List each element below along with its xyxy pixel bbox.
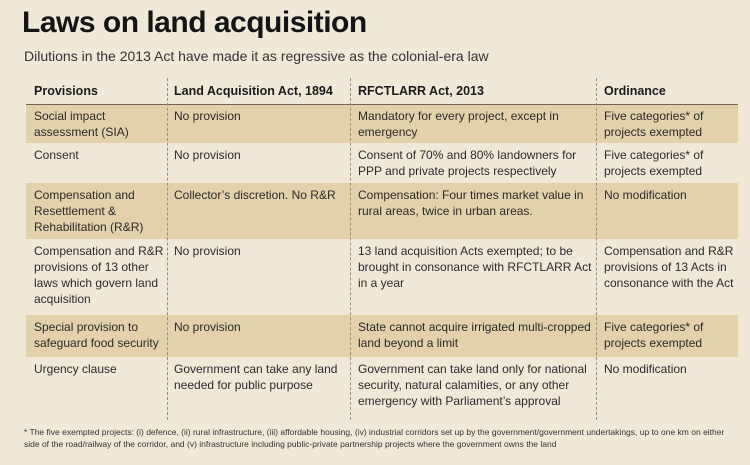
row-act-1894: Government can take any land needed for … (174, 362, 338, 392)
row-provision: Compensation and Resettlement & Rehabili… (34, 188, 144, 234)
column-divider (596, 78, 597, 420)
row-act-1894: No provision (174, 320, 241, 334)
row-ordinance: Five categories* of projects exempted (604, 320, 704, 350)
header-divider (26, 104, 738, 105)
page-subtitle: Dilutions in the 2013 Act have made it a… (24, 48, 489, 64)
row-act-2013: Mandatory for every project, except in e… (358, 109, 559, 139)
header-ordinance: Ordinance (604, 84, 666, 98)
row-provision: Special provision to safeguard food secu… (34, 320, 159, 350)
table-header-row: Provisions Land Acquisition Act, 1894 RF… (26, 78, 738, 104)
page-title: Laws on land acquisition (22, 6, 367, 39)
table-row: Social impact assessment (SIA) No provis… (26, 104, 738, 143)
row-ordinance: Five categories* of projects exempted (604, 148, 704, 178)
row-provision: Consent (34, 148, 79, 162)
row-ordinance: No modification (604, 188, 687, 202)
table-row: Urgency clause Government can take any l… (26, 357, 738, 419)
row-act-2013: Government can take land only for nation… (358, 362, 587, 408)
header-act-1894: Land Acquisition Act, 1894 (174, 84, 333, 98)
column-divider (350, 78, 351, 420)
row-provision: Urgency clause (34, 362, 117, 376)
row-act-1894: Collector’s discretion. No R&R (174, 188, 336, 202)
row-act-1894: No provision (174, 244, 241, 258)
row-ordinance: Five categories* of projects exempted (604, 109, 704, 139)
header-provisions: Provisions (34, 84, 98, 98)
row-provision: Compensation and R&R provisions of 13 ot… (34, 244, 164, 306)
row-provision: Social impact assessment (SIA) (34, 109, 129, 139)
row-ordinance: No modification (604, 362, 687, 376)
column-divider (167, 78, 168, 420)
table-row: Special provision to safeguard food secu… (26, 315, 738, 357)
row-act-1894: No provision (174, 148, 241, 162)
row-act-2013: State cannot acquire irrigated multi-cro… (358, 320, 591, 350)
header-act-2013: RFCTLARR Act, 2013 (358, 84, 484, 98)
table-row: Consent No provision Consent of 70% and … (26, 143, 738, 183)
comparison-table: Provisions Land Acquisition Act, 1894 RF… (26, 78, 738, 419)
row-act-1894: No provision (174, 109, 241, 123)
row-ordinance: Compensation and R&R provisions of 13 Ac… (604, 244, 734, 290)
table-row: Compensation and R&R provisions of 13 ot… (26, 239, 738, 315)
footnote: * The five exempted projects: (i) defenc… (24, 427, 725, 449)
row-act-2013: Consent of 70% and 80% landowners for PP… (358, 148, 577, 178)
row-act-2013: 13 land acquisition Acts exempted; to be… (358, 244, 592, 290)
table-row: Compensation and Resettlement & Rehabili… (26, 183, 738, 239)
row-act-2013: Compensation: Four times market value in… (358, 188, 584, 218)
